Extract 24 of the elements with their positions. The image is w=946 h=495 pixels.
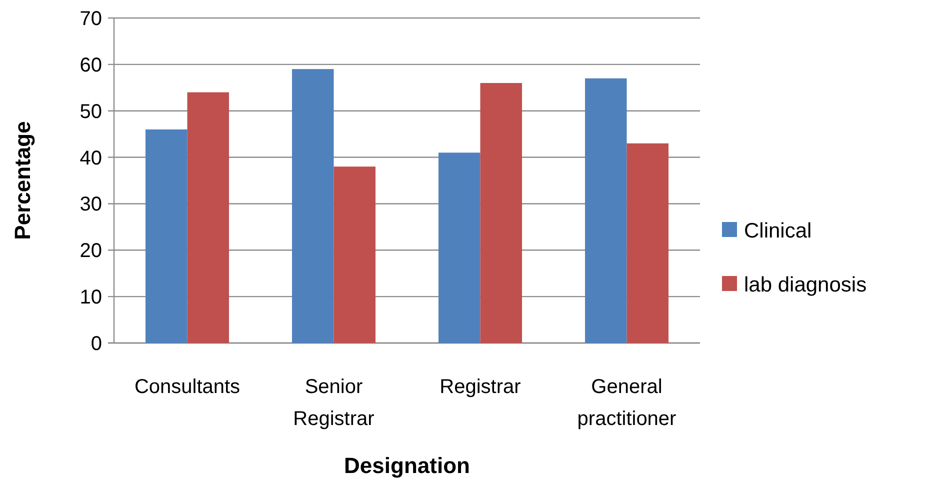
legend-label: Clinical <box>744 219 812 242</box>
bar <box>480 83 522 343</box>
y-tick-label: 70 <box>80 8 102 30</box>
y-tick-label: 50 <box>80 100 102 123</box>
bar <box>145 129 188 343</box>
y-tick-label: 60 <box>80 54 102 76</box>
y-axis-title: Percentage <box>10 121 35 240</box>
bar <box>334 166 376 343</box>
x-tick-label: Consultants <box>134 376 240 398</box>
x-tick-label: General practitioner <box>577 376 677 430</box>
y-tick-label: 10 <box>80 286 102 309</box>
y-tick-label: 0 <box>90 333 102 355</box>
bar <box>187 92 230 343</box>
legend-label: lab diagnosis <box>744 273 867 296</box>
bar <box>292 69 334 343</box>
y-tick-label: 30 <box>80 194 102 216</box>
x-axis-title: Designation <box>344 453 470 478</box>
x-tick-label: Registrar <box>440 376 522 398</box>
bar <box>626 143 669 343</box>
y-tick-label: 40 <box>80 147 102 170</box>
bar <box>438 152 480 343</box>
y-tick-label: 20 <box>80 240 102 262</box>
x-tick-label: Senior Registrar <box>293 376 375 430</box>
bar <box>584 78 627 343</box>
